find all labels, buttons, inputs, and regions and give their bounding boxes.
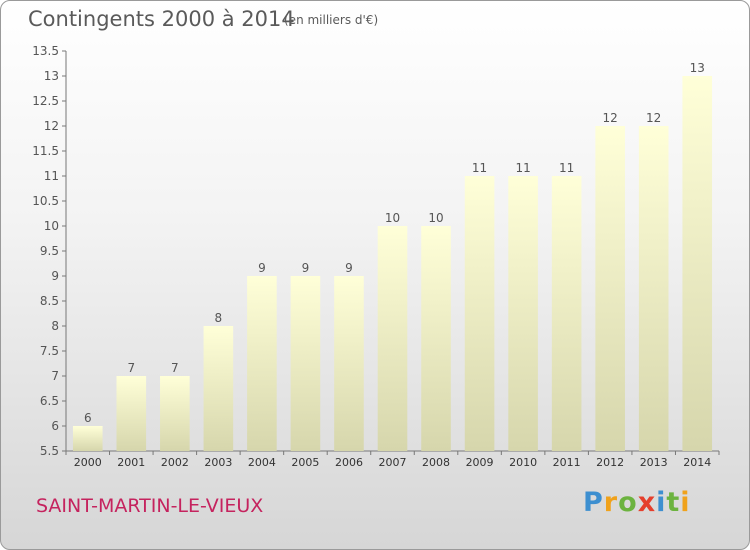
y-tick-label: 9.5 <box>40 244 59 258</box>
bar <box>116 376 147 451</box>
x-tick-label: 2010 <box>509 456 537 469</box>
y-tick-label: 11.5 <box>32 144 59 158</box>
bar <box>551 176 582 451</box>
data-label: 13 <box>690 61 705 75</box>
y-tick-label: 7.5 <box>40 344 59 358</box>
data-label: 9 <box>258 261 266 275</box>
x-tick-label: 2003 <box>204 456 232 469</box>
data-label: 11 <box>559 161 574 175</box>
place-name: SAINT-MARTIN-LE-VIEUX <box>36 495 264 517</box>
y-tick-label: 9 <box>51 269 59 283</box>
y-tick-label: 6 <box>51 419 59 433</box>
data-label: 10 <box>428 211 443 225</box>
bar <box>421 226 451 451</box>
x-tick-label: 2009 <box>466 456 494 469</box>
y-tick-label: 7 <box>51 369 59 383</box>
bar <box>160 376 190 451</box>
x-tick-label: 2011 <box>553 456 581 469</box>
y-tick-label: 5.5 <box>40 444 59 458</box>
bar <box>247 276 277 451</box>
chart-title: Contingents 2000 à 2014 <box>28 7 295 31</box>
chart-subtitle: (en milliers d'€) <box>284 13 379 27</box>
bars <box>72 76 713 451</box>
bar <box>464 176 495 451</box>
x-tick-label: 2006 <box>335 456 363 469</box>
data-label: 6 <box>84 411 92 425</box>
bar <box>334 276 364 451</box>
y-tick-label: 11 <box>44 169 59 183</box>
data-label: 12 <box>603 111 618 125</box>
y-tick-label: 8.5 <box>40 294 59 308</box>
y-tick-label: 12.5 <box>32 94 59 108</box>
bar <box>638 126 669 451</box>
data-label: 11 <box>515 161 530 175</box>
data-label: 7 <box>171 361 179 375</box>
bar <box>508 176 538 451</box>
bar <box>290 276 321 451</box>
y-tick-label: 6.5 <box>40 394 59 408</box>
data-label: 8 <box>215 311 223 325</box>
bar <box>595 126 625 451</box>
y-tick-label: 12 <box>44 119 59 133</box>
axes: 5.5 6 6.5 7 7.5 8 8.5 9 9.5 10 10.5 11 11.5 12 12.5 13 1… <box>32 44 720 469</box>
y-tick-label: 8 <box>51 319 59 333</box>
x-tick-label: 2007 <box>379 456 407 469</box>
x-tick-label: 2013 <box>640 456 668 469</box>
x-tick-label: 2008 <box>422 456 450 469</box>
bar <box>682 76 713 451</box>
bar <box>377 226 408 451</box>
x-tick-label: 2002 <box>161 456 189 469</box>
bar <box>72 426 103 451</box>
x-tick-label: 2014 <box>683 456 711 469</box>
x-tick-label: 2001 <box>117 456 145 469</box>
y-tick-label: 10.5 <box>32 194 59 208</box>
y-tick-label: 13 <box>44 69 59 83</box>
data-labels: 6 7 7 8 9 9 9 10 10 11 11 11 12 12 13 <box>84 61 705 425</box>
y-tick-label: 13.5 <box>32 44 59 58</box>
x-tick-label: 2000 <box>74 456 102 469</box>
data-label: 7 <box>127 361 135 375</box>
proxiti-logo[interactable]: Proxiti <box>583 487 691 518</box>
x-tick-label: 2004 <box>248 456 276 469</box>
data-label: 10 <box>385 211 400 225</box>
y-tick-label: 10 <box>44 219 59 233</box>
x-tick-label: 2012 <box>596 456 624 469</box>
x-tick-label: 2005 <box>291 456 319 469</box>
data-label: 11 <box>472 161 487 175</box>
data-label: 9 <box>302 261 310 275</box>
data-label: 9 <box>345 261 353 275</box>
bar <box>203 326 234 451</box>
data-label: 12 <box>646 111 661 125</box>
